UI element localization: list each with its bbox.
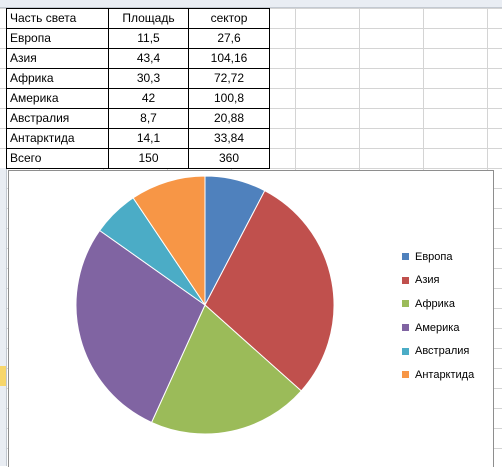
table-row: Африка 30,3 72,72 — [6, 68, 270, 89]
pie-slice[interactable] — [204, 190, 335, 392]
column-header-cell[interactable]: Площадь — [108, 8, 189, 29]
chart-legend[interactable]: Европа Азия Африка Америка Австралия Антаркти… — [402, 245, 474, 387]
legend-item[interactable]: Австралия — [402, 339, 474, 363]
table-header-row: Часть света Площадь сектор — [6, 8, 270, 29]
legend-label: Австралия — [415, 345, 470, 358]
table-cell[interactable]: Америка — [6, 88, 109, 109]
table-cell[interactable]: Всего — [6, 148, 109, 169]
pie-slice[interactable] — [75, 229, 206, 424]
table-row: Америка 42 100,8 — [6, 88, 270, 109]
legend-swatch — [402, 253, 409, 261]
legend-label: Азия — [415, 274, 440, 287]
table-cell[interactable]: 42 — [108, 88, 189, 109]
table-cell[interactable]: 43,4 — [108, 48, 189, 69]
column-header-cell[interactable]: сектор — [188, 8, 270, 29]
legend-swatch — [402, 347, 409, 355]
selected-row-header[interactable] — [0, 366, 6, 386]
legend-swatch — [402, 324, 409, 332]
table-cell[interactable]: 27,6 — [188, 28, 270, 49]
pie-chart-plot — [75, 175, 335, 435]
legend-label: Антарктида — [415, 368, 475, 381]
legend-label: Америка — [415, 321, 460, 334]
table-row: Австралия 8,7 20,88 — [6, 108, 270, 129]
table-row: Антарктида 14,1 33,84 — [6, 128, 270, 149]
table-cell[interactable]: 104,16 — [188, 48, 270, 69]
column-header-cell[interactable]: Часть света — [6, 8, 109, 29]
table-row: Азия 43,4 104,16 — [6, 48, 270, 69]
legend-item[interactable]: Америка — [402, 316, 474, 340]
pie-slice[interactable] — [132, 175, 206, 307]
legend-item[interactable]: Антарктида — [402, 363, 474, 387]
table-row: Всего 150 360 — [6, 148, 270, 169]
row-headers[interactable] — [0, 168, 7, 466]
table-cell[interactable]: Европа — [6, 28, 109, 49]
legend-item[interactable]: Африка — [402, 292, 474, 316]
table-cell[interactable]: 100,8 — [188, 88, 270, 109]
legend-swatch — [402, 300, 409, 308]
legend-swatch — [402, 276, 409, 284]
table-cell[interactable]: Австралия — [6, 108, 109, 129]
table-cell[interactable]: 8,7 — [108, 108, 189, 129]
data-table: Часть света Площадь сектор Европа 11,5 27,6 Аз… — [6, 8, 270, 169]
table-cell[interactable]: 360 — [188, 148, 270, 169]
table-cell[interactable]: 11,5 — [108, 28, 189, 49]
table-row: Европа 11,5 27,6 — [6, 28, 270, 49]
legend-item[interactable]: Азия — [402, 269, 474, 293]
legend-label: Африка — [415, 297, 455, 310]
table-cell[interactable]: 33,84 — [188, 128, 270, 149]
table-cell[interactable]: 14,1 — [108, 128, 189, 149]
table-cell[interactable]: Африка — [6, 68, 109, 89]
legend-item[interactable]: Европа — [402, 245, 474, 269]
table-cell[interactable]: Азия — [6, 48, 109, 69]
pie-chart[interactable]: Европа Азия Африка Америка Австралия Антаркти… — [8, 170, 494, 467]
table-cell[interactable]: Антарктида — [6, 128, 109, 149]
table-cell[interactable]: 20,88 — [188, 108, 270, 129]
table-cell[interactable]: 150 — [108, 148, 189, 169]
table-cell[interactable]: 30,3 — [108, 68, 189, 89]
table-cell[interactable]: 72,72 — [188, 68, 270, 89]
legend-swatch — [402, 371, 409, 379]
legend-label: Европа — [415, 250, 453, 263]
pie-slice[interactable] — [150, 304, 302, 435]
column-headers[interactable] — [0, 0, 502, 8]
